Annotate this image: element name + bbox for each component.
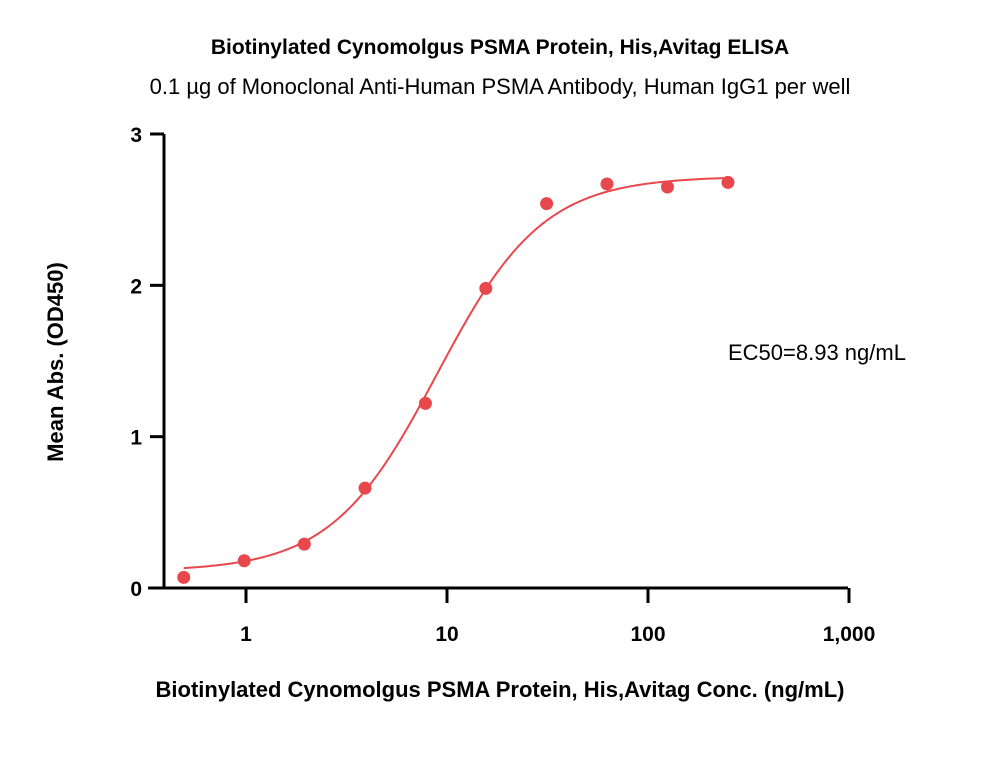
ec50-annotation: EC50=8.93 ng/mL bbox=[728, 340, 906, 365]
data-point bbox=[237, 554, 251, 568]
x-tick-label: 100 bbox=[630, 623, 665, 646]
y-tick-label: 2 bbox=[130, 275, 142, 298]
y-ticks: 0 1 2 3 bbox=[130, 124, 164, 601]
data-points bbox=[177, 175, 735, 584]
x-tick-label: 1 bbox=[240, 623, 252, 646]
data-point bbox=[540, 197, 554, 211]
y-tick-label: 3 bbox=[130, 124, 142, 147]
x-axis-label: Biotinylated Cynomolgus PSMA Protein, Hi… bbox=[155, 677, 845, 702]
chart-title: Biotinylated Cynomolgus PSMA Protein, Hi… bbox=[210, 36, 790, 59]
data-point bbox=[297, 537, 311, 551]
data-point bbox=[660, 180, 674, 194]
data-point bbox=[479, 281, 493, 295]
data-point bbox=[177, 570, 191, 584]
x-tick-label: 10 bbox=[435, 623, 458, 646]
data-point bbox=[418, 396, 432, 410]
fit-curve bbox=[183, 176, 729, 570]
y-tick-label: 1 bbox=[130, 427, 142, 450]
data-point bbox=[358, 481, 372, 495]
x-tick-label: 1,000 bbox=[823, 623, 876, 646]
chart-subtitle: 0.1 µg of Monoclonal Anti-Human PSMA Ant… bbox=[149, 74, 851, 99]
data-point bbox=[600, 177, 614, 191]
y-tick-label: 0 bbox=[130, 578, 142, 601]
x-ticks: 1 10 100 1,000 bbox=[240, 588, 875, 646]
data-point bbox=[721, 175, 735, 189]
